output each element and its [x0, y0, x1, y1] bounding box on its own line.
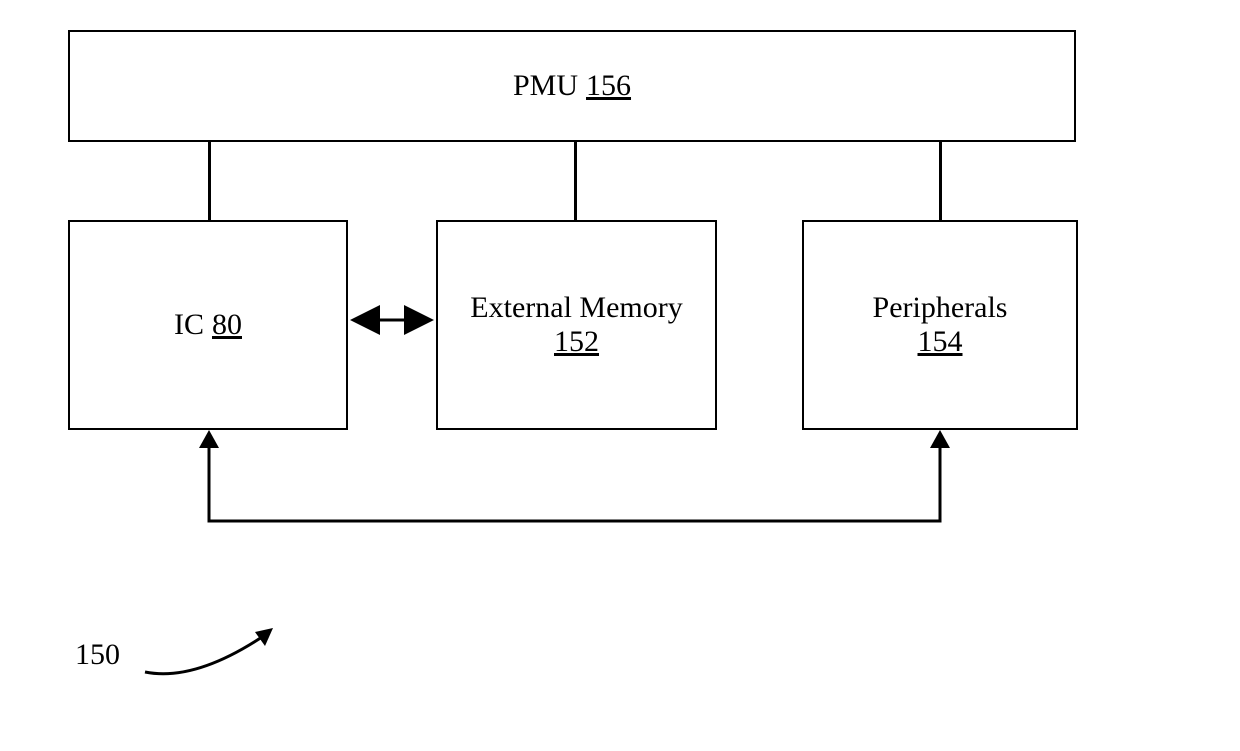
figure-ref-arrow-icon [135, 620, 295, 690]
figure-ref-label: 150 [75, 638, 120, 672]
figure-ref-text: 150 [75, 638, 120, 671]
